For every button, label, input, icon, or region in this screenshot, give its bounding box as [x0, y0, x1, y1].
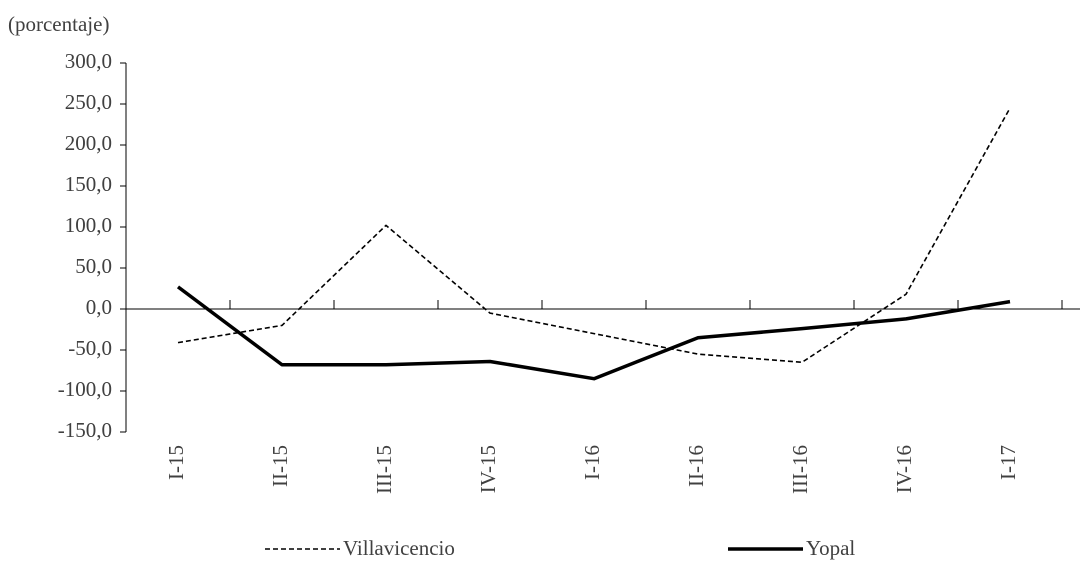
x-tick-label: I-15 — [164, 445, 188, 480]
x-tick-label: I-16 — [580, 445, 604, 480]
y-tick-label: 200,0 — [65, 131, 112, 155]
x-tick-label: IV-15 — [476, 445, 500, 493]
x-tick-label: I-17 — [996, 445, 1020, 480]
y-tick-label: 150,0 — [65, 172, 112, 196]
y-tick-label: 300,0 — [65, 49, 112, 73]
y-tick-label: 250,0 — [65, 90, 112, 114]
x-tick-label: II-16 — [684, 445, 708, 487]
x-tick-label: III-15 — [372, 445, 396, 494]
y-tick-label: 100,0 — [65, 213, 112, 237]
y-tick-label: -100,0 — [58, 377, 112, 401]
series-line — [176, 285, 1011, 381]
y-tick-label: 50,0 — [75, 254, 112, 278]
series-line — [177, 107, 1011, 364]
x-tick-label: II-15 — [268, 445, 292, 487]
axis-label: (porcentaje) — [8, 12, 109, 36]
x-tick-label: IV-16 — [892, 445, 916, 493]
x-tick-label: III-16 — [788, 445, 812, 494]
legend-label: Yopal — [806, 536, 855, 560]
y-tick-label: -50,0 — [68, 336, 112, 360]
y-tick-label: -150,0 — [58, 418, 112, 442]
y-tick-label: 0,0 — [86, 295, 112, 319]
legend-label: Villavicencio — [343, 536, 455, 560]
